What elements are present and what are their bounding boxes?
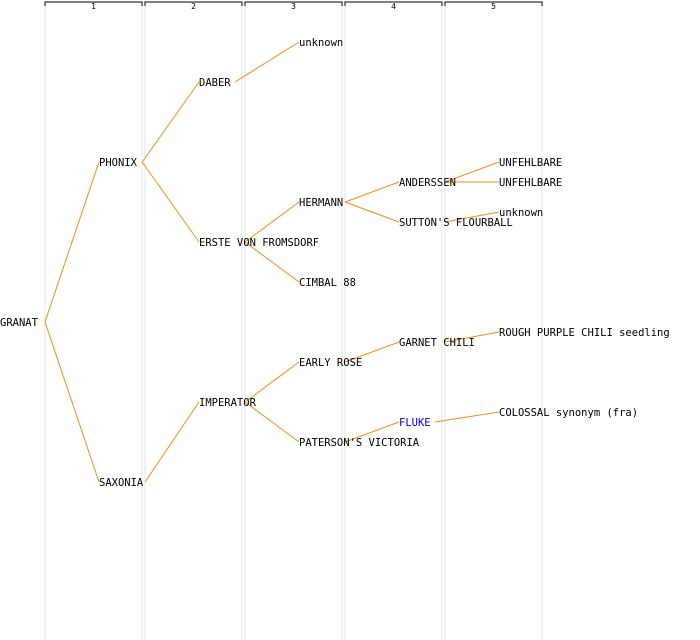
generation-number: 5 [491, 2, 496, 11]
generation-number: 3 [291, 2, 296, 11]
pedigree-node-label[interactable]: PATERSON'S VICTORIA [299, 437, 420, 449]
pedigree-node-label[interactable]: IMPERATOR [199, 397, 257, 409]
pedigree-edge [344, 181, 400, 203]
pedigree-edge [444, 161, 500, 183]
generation-header-bracket [244, 1, 343, 6]
pedigree-node-label[interactable]: HERMANN [299, 197, 343, 209]
pedigree-edge [444, 211, 500, 223]
generation-columns: 1 2 3 4 5 [44, 1, 543, 640]
pedigree-node-label[interactable]: COLOSSAL synonym (fra) [499, 407, 638, 419]
generation-header-bracket [444, 1, 543, 6]
pedigree-node-label[interactable]: DABER [199, 77, 231, 89]
pedigree-edge [244, 241, 300, 283]
pedigree-node-label[interactable]: unknown [299, 37, 343, 49]
pedigree-edge [244, 361, 300, 403]
pedigree-edge [444, 331, 500, 343]
pedigree-node-label[interactable]: ROUGH PURPLE CHILI seedling [499, 327, 670, 339]
pedigree-edges [44, 41, 500, 483]
pedigree-node-label[interactable]: CIMBAL 88 [299, 277, 356, 289]
pedigree-edge [344, 201, 400, 223]
pedigree-node-label[interactable]: UNFEHLBARE [499, 177, 562, 189]
pedigree-node-label[interactable]: UNFEHLBARE [499, 157, 562, 169]
pedigree-nodes: GRANAT PHONIX DABER unknown ERSTE VON FROMSD… [0, 37, 670, 489]
pedigree-edge [244, 401, 300, 443]
pedigree-edge [344, 341, 400, 363]
pedigree-node-label[interactable]: FLUKE [399, 417, 431, 429]
pedigree-edge [244, 201, 300, 243]
generation-number: 4 [391, 2, 396, 11]
pedigree-node-label[interactable]: EARLY ROSE [299, 357, 362, 369]
generation-header-bracket [344, 1, 443, 6]
generation-number: 1 [91, 2, 96, 11]
pedigree-node-label[interactable]: ANDERSSEN [399, 177, 456, 189]
pedigree-edge [141, 161, 200, 243]
pedigree-edge [434, 411, 500, 423]
pedigree-edge [44, 161, 100, 323]
generation-header-bracket [144, 1, 243, 6]
pedigree-node-label[interactable]: GRANAT [0, 317, 39, 329]
pedigree-edge [144, 401, 200, 483]
pedigree-edge [141, 81, 200, 163]
generation-header-bracket [44, 1, 143, 6]
pedigree-node-label[interactable]: GARNET CHILI [399, 337, 475, 349]
pedigree-node-label[interactable]: SUTTON'S FLOURBALL [399, 217, 513, 229]
pedigree-node-label[interactable]: ERSTE VON FROMSDORF [199, 237, 319, 249]
pedigree-node-label[interactable]: unknown [499, 207, 543, 219]
pedigree-node-label[interactable]: PHONIX [99, 157, 138, 169]
pedigree-edge [234, 41, 300, 83]
generation-number: 2 [191, 2, 196, 11]
pedigree-edge [44, 321, 100, 483]
pedigree-node-label[interactable]: SAXONIA [99, 477, 144, 489]
pedigree-edge [344, 421, 400, 443]
